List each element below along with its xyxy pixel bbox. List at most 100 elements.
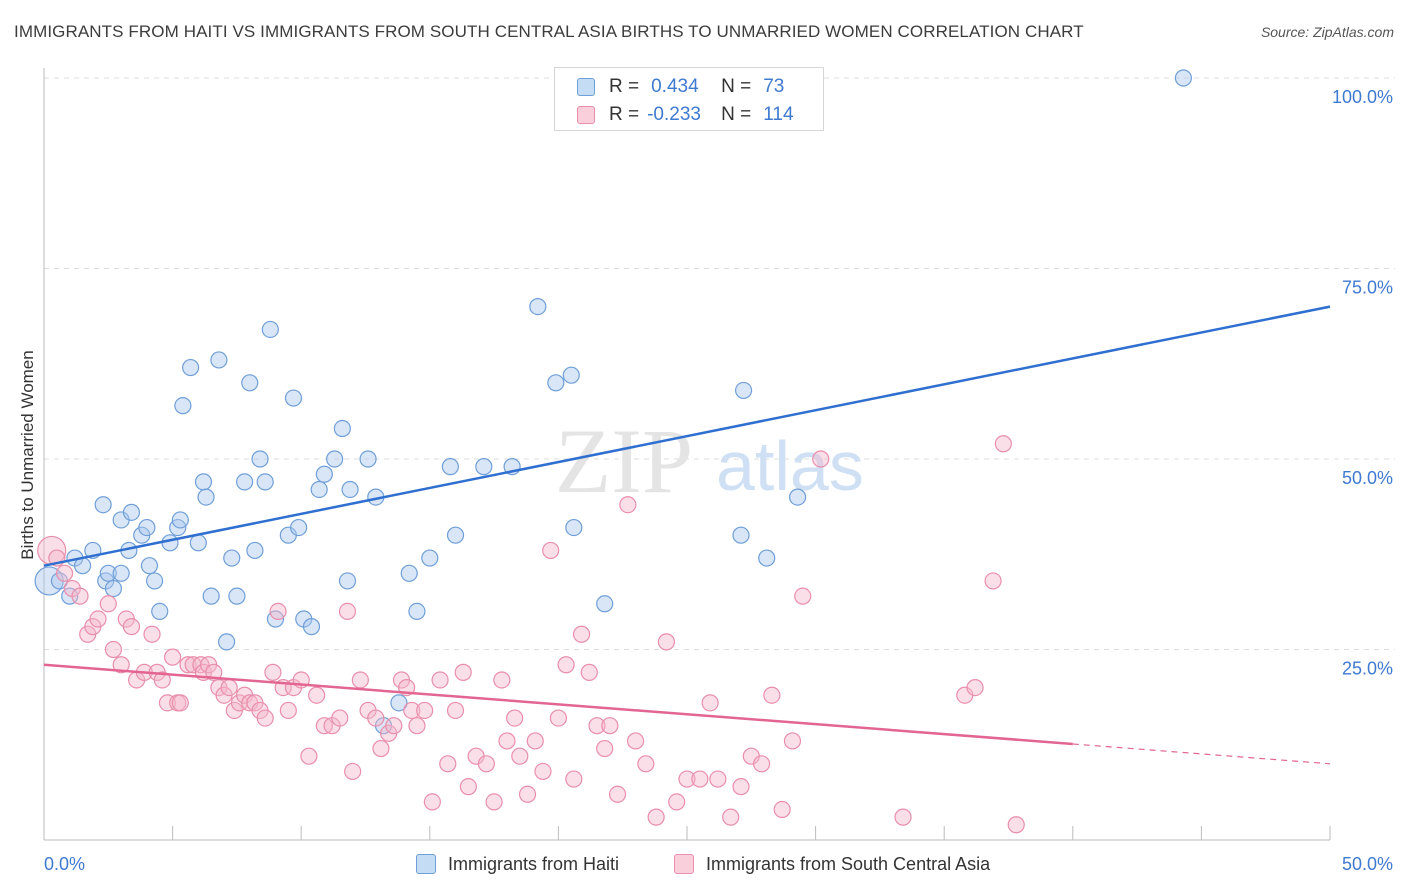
point-haiti bbox=[290, 518, 308, 537]
point-haiti bbox=[734, 381, 753, 400]
legend-r-label: R = bbox=[609, 104, 640, 125]
point-haiti bbox=[223, 549, 241, 567]
point-haiti bbox=[400, 564, 418, 582]
series-south-central-asia-points bbox=[37, 435, 1025, 834]
point-haiti bbox=[390, 694, 408, 712]
point-haiti bbox=[104, 579, 123, 598]
point-south-central-asia bbox=[565, 770, 583, 788]
point-haiti bbox=[732, 526, 750, 544]
point-south-central-asia bbox=[763, 686, 781, 704]
point-south-central-asia bbox=[511, 747, 529, 765]
point-south-central-asia bbox=[300, 747, 318, 765]
point-haiti bbox=[326, 450, 344, 468]
point-south-central-asia bbox=[732, 778, 750, 796]
point-south-central-asia bbox=[493, 671, 511, 689]
point-south-central-asia bbox=[385, 717, 403, 735]
point-south-central-asia bbox=[55, 564, 74, 582]
point-haiti bbox=[359, 450, 377, 468]
point-south-central-asia bbox=[894, 808, 912, 826]
point-haiti bbox=[145, 572, 164, 590]
point-haiti bbox=[161, 534, 179, 552]
bottom-legend-label-south-central-asia: Immigrants from South Central Asia bbox=[706, 853, 991, 874]
point-haiti bbox=[218, 633, 236, 651]
point-south-central-asia bbox=[89, 610, 107, 628]
point-south-central-asia bbox=[619, 496, 637, 514]
bottom-legend-south-central-asia: Immigrants from South Central Asia bbox=[674, 850, 990, 878]
point-haiti bbox=[228, 587, 246, 605]
point-south-central-asia bbox=[657, 633, 676, 651]
point-south-central-asia bbox=[256, 709, 274, 727]
point-south-central-asia bbox=[608, 785, 627, 803]
x-axis-tick-labels: 0.0% 50.0% bbox=[44, 854, 1393, 874]
point-south-central-asia bbox=[179, 656, 197, 674]
point-haiti bbox=[246, 541, 264, 560]
point-south-central-asia bbox=[783, 732, 802, 750]
point-south-central-asia bbox=[403, 701, 421, 720]
trend-line-south-central-asia bbox=[43, 663, 1073, 746]
point-south-central-asia bbox=[153, 671, 171, 689]
point-south-central-asia bbox=[367, 709, 385, 727]
point-south-central-asia bbox=[812, 450, 830, 468]
point-haiti bbox=[529, 298, 547, 316]
point-south-central-asia bbox=[498, 732, 516, 750]
bottom-legend-swatch-blue bbox=[416, 854, 436, 874]
point-haiti bbox=[197, 488, 215, 506]
point-south-central-asia bbox=[351, 671, 369, 689]
point-south-central-asia bbox=[637, 755, 655, 773]
point-south-central-asia bbox=[164, 648, 182, 666]
bottom-legend-label-haiti: Immigrants from Haiti bbox=[448, 853, 620, 874]
trend-line-extension bbox=[1072, 743, 1331, 765]
watermark-zip: ZIP bbox=[555, 410, 693, 512]
point-haiti bbox=[256, 473, 274, 491]
y-axis-label: Births to Unmarried Women bbox=[18, 350, 37, 559]
point-south-central-asia bbox=[701, 694, 719, 712]
point-haiti bbox=[547, 374, 565, 392]
point-haiti bbox=[1174, 69, 1192, 87]
point-south-central-asia bbox=[966, 678, 984, 697]
correlation-legend: R = 0.434 N = 73 R = -0.233 N = 114 bbox=[554, 67, 824, 131]
point-south-central-asia bbox=[372, 739, 390, 758]
legend-row-south-central-asia: R = -0.233 N = 114 bbox=[577, 102, 794, 128]
point-haiti bbox=[446, 526, 465, 544]
point-south-central-asia bbox=[71, 587, 89, 605]
point-haiti bbox=[284, 389, 303, 407]
point-south-central-asia bbox=[678, 770, 696, 788]
watermark: ZIP atlas bbox=[555, 410, 864, 512]
point-south-central-asia bbox=[626, 732, 645, 750]
bottom-legend-haiti: Immigrants from Haiti bbox=[416, 850, 619, 878]
point-haiti bbox=[138, 518, 156, 537]
legend-swatch-pink bbox=[577, 106, 595, 124]
point-south-central-asia bbox=[279, 701, 297, 720]
watermark-atlas: atlas bbox=[716, 427, 864, 505]
point-south-central-asia bbox=[691, 770, 709, 788]
legend-n-label: N = bbox=[721, 76, 752, 97]
series-haiti-points bbox=[34, 69, 1192, 735]
point-south-central-asia bbox=[709, 770, 727, 788]
source-credit: Source: ZipAtlas.com bbox=[1260, 24, 1394, 40]
point-haiti bbox=[788, 488, 807, 506]
point-south-central-asia bbox=[264, 663, 282, 681]
point-south-central-asia bbox=[408, 717, 426, 735]
point-haiti bbox=[174, 397, 192, 415]
chart-title: IMMIGRANTS FROM HAITI VS IMMIGRANTS FROM… bbox=[14, 22, 1084, 41]
point-south-central-asia bbox=[446, 701, 465, 720]
legend-row-haiti: R = 0.434 N = 73 bbox=[577, 74, 784, 100]
legend-r-value-south-central-asia: -0.233 bbox=[647, 104, 701, 125]
point-south-central-asia bbox=[477, 755, 495, 773]
point-haiti bbox=[475, 458, 493, 476]
legend-r-label: R = bbox=[609, 76, 640, 97]
point-south-central-asia bbox=[454, 663, 472, 681]
point-haiti bbox=[596, 595, 614, 613]
legend-swatch-blue bbox=[577, 78, 595, 96]
point-south-central-asia bbox=[104, 640, 123, 659]
point-haiti bbox=[189, 534, 207, 552]
grid-lines bbox=[44, 77, 1395, 650]
point-south-central-asia bbox=[601, 717, 619, 735]
point-haiti bbox=[341, 480, 359, 499]
point-south-central-asia bbox=[431, 671, 449, 689]
point-haiti bbox=[171, 511, 189, 529]
point-south-central-asia bbox=[308, 686, 326, 704]
point-south-central-asia bbox=[572, 625, 591, 643]
y-tick-label: 100.0% bbox=[1332, 87, 1393, 107]
